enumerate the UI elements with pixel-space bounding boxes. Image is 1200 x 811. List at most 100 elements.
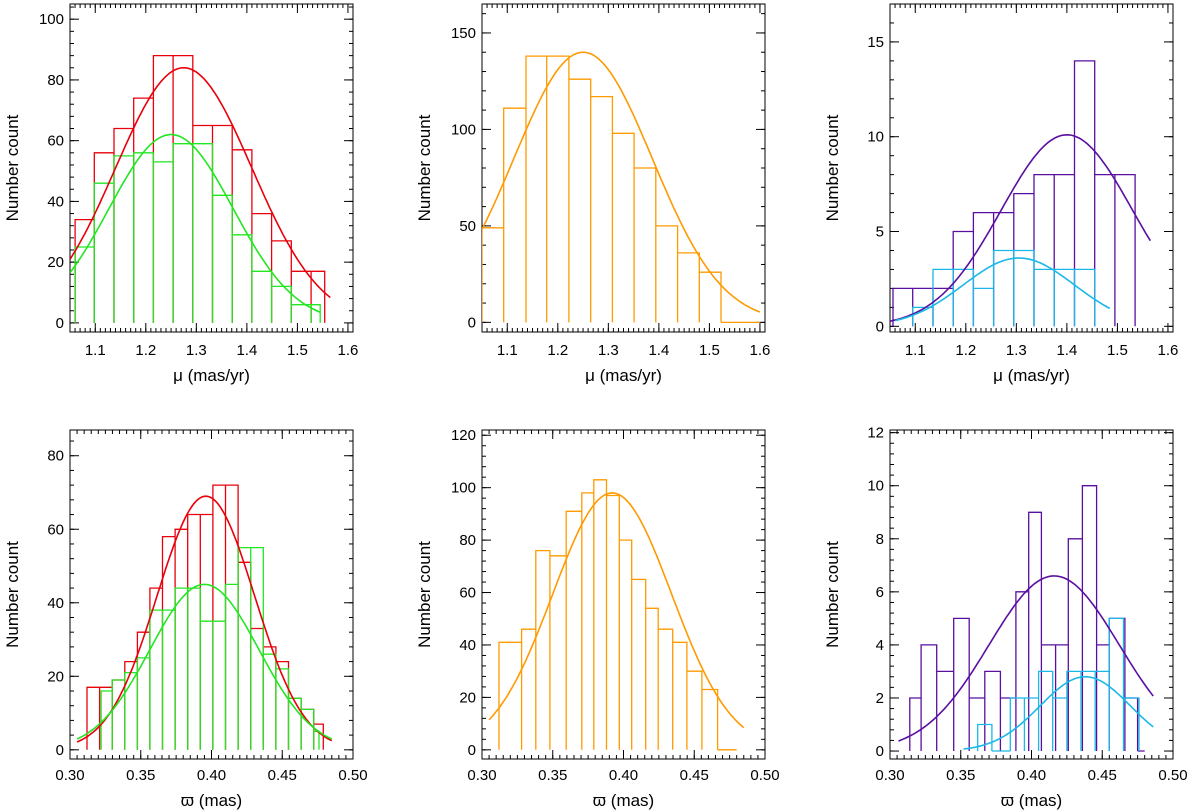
y-tick-label: 0: [56, 315, 64, 332]
y-tick-label: 20: [47, 668, 64, 685]
x-tick-label: 1.1: [85, 342, 106, 359]
purple-histogram: [892, 60, 1136, 327]
x-axis-label: μ (mas/yr): [173, 366, 250, 385]
cyan-gaussian-fit: [894, 257, 1111, 322]
cyan-histogram: [912, 249, 1096, 327]
red-histogram: [74, 54, 326, 323]
y-tick-label: 15: [867, 34, 884, 51]
y-tick-label: 0: [468, 742, 476, 759]
red-gaussian-fit: [76, 495, 333, 743]
panel-pm-left: 1.1 1.2 1.3 1.4 1.5 1.6 0 20 40 60 80 100 μ (mas/yr)…: [3, 3, 359, 385]
plot-data: [488, 479, 745, 751]
y-tick-label: 2: [876, 690, 884, 707]
purple-gaussian-fit: [890, 133, 1151, 322]
x-tick-label: 1.5: [287, 342, 308, 359]
x-axis-label: ϖ (mas): [1001, 791, 1062, 810]
x-tick-label: 1.4: [1056, 342, 1077, 359]
panel-plx-right: 0.30 0.35 0.40 0.45 0.50 0 2 4 6 8 10 12 ϖ (mas) Numb…: [823, 425, 1188, 810]
green-gaussian-fit: [70, 133, 321, 314]
panel-plx-middle: 0.30 0.35 0.40 0.45 0.50 0 20 40 60 80 100 120 ϖ (ma…: [415, 427, 780, 810]
x-tick-label: 1.2: [135, 342, 156, 359]
y-tick-label: 120: [451, 427, 476, 444]
y-axis-label: Number count: [415, 114, 434, 221]
x-tick-label: 0.35: [946, 767, 975, 784]
y-tick-label: 12: [867, 425, 884, 442]
y-tick-label: 150: [451, 25, 476, 42]
x-axis-label: μ (mas/yr): [585, 366, 662, 385]
y-tick-label: 0: [468, 314, 476, 331]
x-tick-label: 0.40: [1017, 767, 1046, 784]
y-axis-label: Number count: [823, 114, 842, 221]
x-tick-label: 0.30: [875, 767, 904, 784]
x-tick-label: 1.4: [648, 342, 669, 359]
cyan-histogram: [977, 617, 1140, 752]
x-tick-label: 0.30: [467, 767, 496, 784]
y-axis-label: Number count: [415, 541, 434, 648]
y-tick-label: 60: [459, 585, 476, 602]
x-tick-label: 0.45: [680, 767, 709, 784]
x-tick-label: 1.3: [598, 342, 619, 359]
x-tick-label: 0.30: [55, 767, 84, 784]
plot-data: [76, 484, 333, 750]
y-tick-label: 6: [876, 584, 884, 601]
green-histogram: [74, 143, 321, 323]
y-tick-label: 0: [876, 743, 884, 760]
orange-gaussian-fit: [482, 51, 761, 313]
panel-plx-left: 0.30 0.35 0.40 0.45 0.50 0 20 40 60 80 ϖ (mas) Numb…: [3, 429, 368, 810]
x-axis-label: μ (mas/yr): [993, 366, 1070, 385]
x-axis-label: ϖ (mas): [181, 791, 242, 810]
y-tick-label: 40: [47, 595, 64, 612]
y-tick-label: 80: [459, 532, 476, 549]
x-tick-label: 0.50: [750, 767, 779, 784]
x-tick-label: 0.50: [338, 767, 367, 784]
plot-frame: [481, 429, 766, 760]
x-tick-label: 1.3: [186, 342, 207, 359]
x-tick-label: 1.1: [497, 342, 518, 359]
x-tick-label: 0.40: [197, 767, 226, 784]
x-tick-label: 1.5: [699, 342, 720, 359]
y-tick-label: 8: [876, 531, 884, 548]
x-tick-label: 0.40: [609, 767, 638, 784]
plot-frame: [889, 429, 1174, 760]
y-axis-label: Number count: [3, 114, 22, 221]
plot-data: [890, 60, 1151, 327]
panel-pm-middle: 1.1 1.2 1.3 1.4 1.5 1.6 0 50 100 150 μ (mas/yr) Num…: [415, 3, 771, 385]
x-tick-label: 0.50: [1158, 767, 1187, 784]
green-histogram: [100, 546, 320, 750]
plot-data: [898, 485, 1154, 752]
x-axis-label: ϖ (mas): [593, 791, 654, 810]
x-tick-label: 1.6: [750, 342, 771, 359]
x-tick-label: 1.1: [905, 342, 926, 359]
y-tick-label: 100: [451, 480, 476, 497]
y-tick-label: 0: [56, 742, 64, 759]
plot-data: [482, 51, 761, 324]
y-tick-label: 40: [47, 193, 64, 210]
x-tick-label: 0.45: [1088, 767, 1117, 784]
y-tick-label: 50: [459, 218, 476, 235]
y-tick-label: 5: [876, 224, 884, 241]
y-tick-label: 20: [47, 254, 64, 271]
y-tick-label: 20: [459, 689, 476, 706]
orange-histogram: [498, 479, 737, 751]
y-axis-label: Number count: [823, 541, 842, 648]
plot-frame: [481, 3, 766, 333]
y-tick-label: 10: [867, 129, 884, 146]
green-gaussian-fit: [76, 583, 333, 740]
x-tick-label: 1.6: [338, 342, 359, 359]
x-tick-label: 1.5: [1107, 342, 1128, 359]
y-tick-label: 100: [451, 121, 476, 138]
y-tick-label: 40: [459, 637, 476, 654]
y-tick-label: 60: [47, 133, 64, 150]
red-gaussian-fit: [70, 67, 331, 299]
x-tick-label: 1.6: [1158, 342, 1179, 359]
x-tick-label: 1.2: [547, 342, 568, 359]
y-tick-label: 60: [47, 521, 64, 538]
x-tick-label: 1.2: [955, 342, 976, 359]
x-tick-label: 0.35: [126, 767, 155, 784]
y-tick-label: 100: [39, 11, 64, 28]
x-tick-label: 0.45: [268, 767, 297, 784]
x-tick-label: 0.35: [538, 767, 567, 784]
purple-gaussian-fit: [898, 575, 1154, 742]
cyan-gaussian-fit: [963, 676, 1154, 750]
